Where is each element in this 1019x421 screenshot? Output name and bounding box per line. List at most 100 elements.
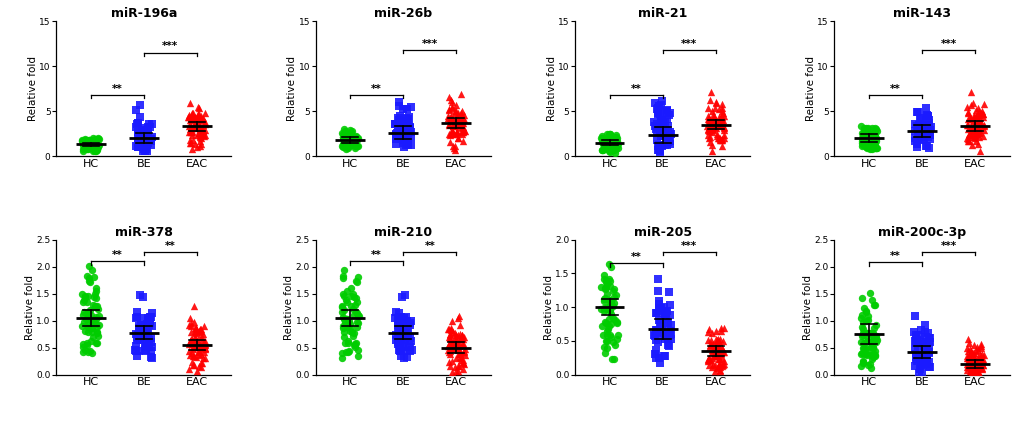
Point bbox=[920, 131, 936, 138]
Point bbox=[187, 114, 204, 120]
Point bbox=[452, 131, 469, 137]
Point bbox=[661, 141, 678, 148]
Point bbox=[648, 137, 664, 144]
Point bbox=[131, 325, 148, 331]
Point bbox=[710, 113, 727, 120]
Point bbox=[193, 343, 209, 350]
Point bbox=[345, 139, 362, 146]
Point bbox=[966, 368, 982, 375]
Point bbox=[959, 115, 975, 122]
Point bbox=[348, 310, 365, 317]
Point bbox=[970, 117, 986, 124]
Point bbox=[907, 332, 923, 338]
Point bbox=[187, 339, 204, 346]
Point bbox=[183, 128, 200, 135]
Point bbox=[142, 314, 158, 320]
Point bbox=[712, 324, 729, 331]
Point bbox=[971, 345, 987, 352]
Point bbox=[440, 358, 457, 365]
Point bbox=[915, 321, 931, 328]
Point bbox=[707, 353, 723, 360]
Point bbox=[143, 142, 159, 149]
Text: **: ** bbox=[890, 251, 900, 261]
Point bbox=[713, 142, 730, 149]
Point bbox=[594, 135, 610, 141]
Point bbox=[959, 354, 975, 361]
Point bbox=[713, 118, 730, 125]
Point bbox=[654, 118, 671, 125]
Point bbox=[183, 124, 200, 131]
Point bbox=[444, 98, 461, 105]
Point bbox=[699, 131, 715, 138]
Point bbox=[84, 319, 100, 325]
Point bbox=[656, 309, 673, 315]
Point bbox=[600, 297, 616, 304]
Point bbox=[138, 329, 154, 336]
Point bbox=[350, 319, 366, 326]
Point bbox=[706, 362, 722, 369]
Point bbox=[916, 125, 932, 132]
Point bbox=[88, 285, 104, 292]
Point bbox=[600, 316, 616, 322]
Point bbox=[647, 337, 663, 344]
Point bbox=[864, 132, 880, 139]
Point bbox=[142, 319, 158, 325]
Point bbox=[390, 128, 407, 135]
Point bbox=[601, 307, 618, 314]
Point bbox=[710, 338, 727, 345]
Point bbox=[443, 113, 460, 120]
Point bbox=[191, 129, 207, 136]
Point bbox=[609, 141, 626, 147]
Point bbox=[79, 323, 96, 330]
Point bbox=[195, 340, 211, 347]
Point bbox=[77, 142, 94, 149]
Point bbox=[710, 344, 727, 351]
Point bbox=[703, 347, 719, 354]
Point bbox=[194, 344, 210, 351]
Point bbox=[700, 134, 716, 141]
Point bbox=[138, 141, 154, 148]
Point bbox=[394, 331, 411, 338]
Point bbox=[605, 136, 622, 143]
Point bbox=[347, 132, 364, 139]
Point bbox=[393, 132, 410, 139]
Point bbox=[452, 109, 469, 116]
Point bbox=[598, 140, 614, 147]
Point bbox=[194, 328, 210, 334]
Point bbox=[863, 146, 879, 152]
Point bbox=[653, 328, 669, 334]
Point bbox=[969, 118, 985, 125]
Point bbox=[960, 354, 976, 360]
Point bbox=[87, 290, 103, 297]
Point bbox=[74, 146, 91, 152]
Point bbox=[398, 354, 415, 360]
Point bbox=[440, 94, 457, 101]
Point bbox=[699, 358, 715, 365]
Point bbox=[859, 349, 875, 355]
Point bbox=[141, 336, 157, 343]
Point bbox=[195, 129, 211, 136]
Point bbox=[91, 136, 107, 143]
Point bbox=[78, 140, 95, 147]
Point bbox=[868, 336, 884, 343]
Point bbox=[602, 321, 619, 328]
Point bbox=[913, 129, 929, 136]
Point bbox=[144, 354, 160, 361]
Point bbox=[336, 306, 353, 313]
Point bbox=[704, 361, 720, 368]
Point bbox=[446, 334, 463, 341]
Point bbox=[965, 114, 981, 121]
Point bbox=[596, 139, 612, 146]
Point bbox=[447, 120, 464, 127]
Point bbox=[82, 316, 98, 323]
Point bbox=[916, 129, 932, 136]
Point bbox=[969, 105, 985, 112]
Point bbox=[88, 141, 104, 148]
Point bbox=[347, 294, 364, 301]
Point bbox=[599, 144, 615, 151]
Point bbox=[853, 142, 869, 149]
Point bbox=[853, 333, 869, 340]
Point bbox=[189, 121, 205, 128]
Point bbox=[654, 133, 671, 139]
Point bbox=[190, 117, 206, 124]
